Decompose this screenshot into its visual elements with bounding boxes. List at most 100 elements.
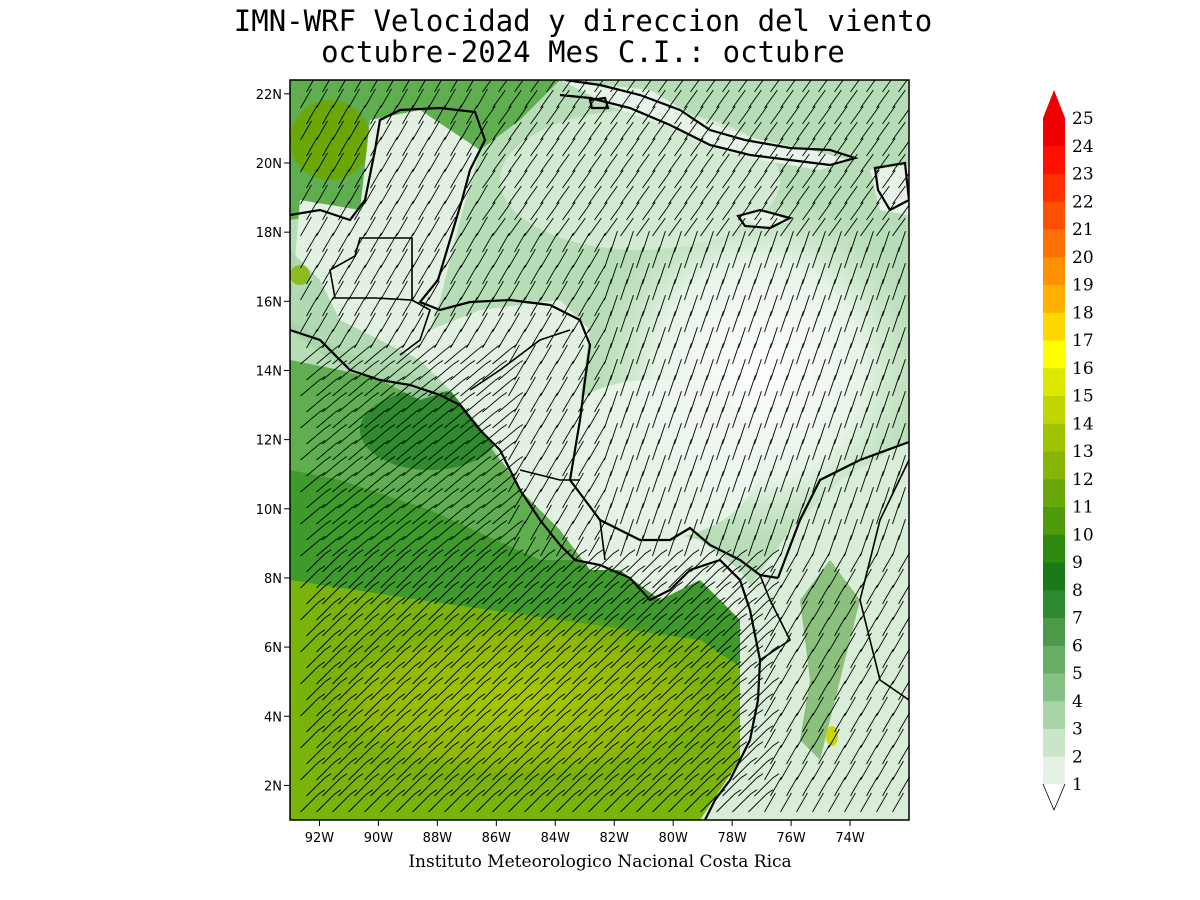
wind-barb-flag [644, 773, 652, 779]
wind-barb-flag [356, 581, 364, 587]
wind-barb [658, 486, 666, 509]
wind-barb-flag [628, 613, 636, 619]
wind-barb [844, 217, 858, 237]
lat-tick-label: 4N [264, 710, 282, 725]
wind-barb [316, 540, 336, 557]
wind-barb [828, 278, 836, 301]
wind-barb [658, 518, 666, 541]
wind-barb [578, 745, 598, 765]
wind-barb [786, 616, 798, 637]
wind-barb-flag [558, 725, 566, 731]
wind-barb-flag [516, 488, 524, 493]
wind-barb [818, 262, 826, 285]
wind-barb [834, 552, 846, 573]
wind-barb [386, 364, 406, 381]
wind-barb [482, 428, 502, 445]
wind-barb [732, 793, 752, 813]
wind-barb [306, 649, 326, 669]
wind-barb [722, 649, 742, 669]
wind-barb-flag [580, 581, 588, 587]
wind-barb [770, 169, 784, 189]
wind-barb-flag [724, 549, 732, 555]
wind-barb-flag [334, 789, 342, 795]
wind-barb [546, 328, 558, 349]
wind-barb [396, 216, 408, 237]
wind-barb-flag [414, 597, 422, 603]
wind-barb-flag [686, 597, 694, 603]
wind-barb-flag [468, 581, 476, 587]
wind-barb [578, 456, 590, 477]
wind-barb [684, 569, 704, 589]
wind-barb-flag [766, 661, 774, 667]
wind-barb-flag [366, 440, 374, 445]
wind-barb [732, 89, 746, 109]
wind-barb-flag [676, 709, 684, 715]
wind-barb [770, 137, 784, 157]
wind-barb [556, 729, 576, 749]
wind-barb-flag [622, 789, 630, 795]
wind-barb [658, 169, 672, 189]
wind-barb-flag [606, 597, 614, 603]
wind-barb [860, 278, 868, 301]
wind-barb-flag [430, 565, 438, 571]
wind-barb [460, 508, 480, 525]
wind-barb [482, 681, 502, 701]
wind-barb [812, 153, 826, 173]
wind-barb [828, 792, 840, 813]
wind-barb [418, 232, 430, 253]
wind-barb [546, 681, 566, 701]
wind-barb [706, 105, 720, 125]
wind-barb [364, 476, 384, 493]
wind-barb [562, 232, 574, 253]
wind-barb-flag [452, 773, 460, 779]
wind-barb [668, 601, 688, 621]
wind-barb [316, 793, 336, 813]
wind-barb-flag [686, 757, 694, 763]
wind-barb-flag [414, 629, 422, 635]
wind-barb [828, 153, 842, 173]
wind-barb [386, 264, 398, 285]
wind-barb [594, 169, 608, 189]
wind-barb [764, 760, 776, 781]
wind-barb [418, 428, 438, 445]
wind-barb [882, 454, 890, 477]
wind-barb [386, 649, 406, 669]
wind-barb-flag [388, 677, 396, 683]
wind-barb [722, 518, 730, 541]
wind-barb [412, 729, 432, 749]
wind-barb-flag [500, 424, 508, 429]
wind-barb [562, 296, 574, 317]
wind-barb [338, 232, 350, 253]
wind-barb-flag [654, 565, 662, 571]
wind-barb [444, 665, 464, 685]
cuba-land [560, 80, 850, 170]
colorbar-level-label: 11 [1072, 498, 1094, 518]
wind-barb [722, 390, 730, 413]
wind-barb [578, 617, 598, 637]
wind-barb-flag [318, 504, 326, 509]
wind-barb [892, 374, 900, 397]
wind-barb [818, 390, 826, 413]
wind-barb [642, 80, 652, 93]
wind-barb [754, 713, 774, 733]
wind-barb [828, 438, 836, 461]
wind-barb [380, 697, 400, 717]
wind-barb [780, 728, 792, 749]
wind-barb-flag [670, 565, 678, 571]
wind-barb [716, 534, 724, 557]
wind-barb-flag [558, 789, 566, 795]
wind-barb [636, 633, 656, 653]
wind-barb [658, 649, 678, 669]
wind-barb-flag [404, 392, 412, 397]
wind-barb [370, 649, 390, 669]
wind-barb [915, 745, 926, 764]
wind-barb-flag [574, 597, 582, 603]
wind-barb-flag [564, 581, 572, 587]
wind-barb [754, 326, 762, 349]
wind-barb [588, 185, 602, 205]
wind-barb [882, 486, 890, 509]
wind-barb [492, 312, 504, 333]
wind-barb-flag [388, 360, 396, 365]
wind-barb [716, 470, 724, 493]
wind-barb [546, 553, 566, 573]
